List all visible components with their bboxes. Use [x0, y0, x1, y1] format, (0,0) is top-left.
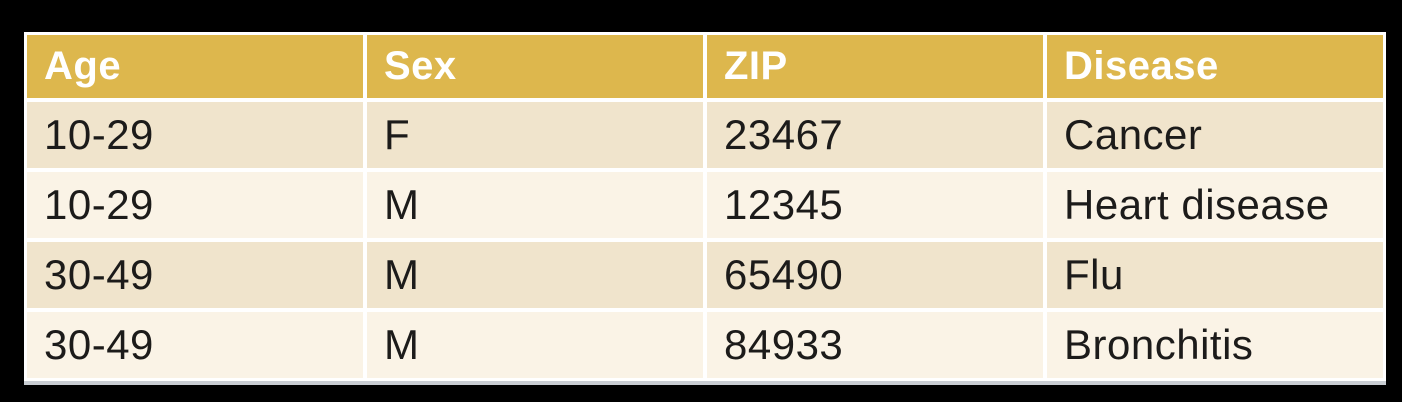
table-grid: Age Sex ZIP Disease 10-29 F 23467 Cancer… — [27, 35, 1383, 378]
data-table: Age Sex ZIP Disease 10-29 F 23467 Cancer… — [24, 32, 1386, 385]
table-cell-age: 10-29 — [27, 172, 363, 238]
table-cell-sex: F — [367, 102, 703, 168]
table-cell-zip: 23467 — [707, 102, 1043, 168]
table-cell-sex: M — [367, 172, 703, 238]
table-cell-age: 10-29 — [27, 102, 363, 168]
table-cell-sex: M — [367, 242, 703, 308]
column-header-sex: Sex — [367, 35, 703, 98]
column-header-age: Age — [27, 35, 363, 98]
table-cell-zip: 65490 — [707, 242, 1043, 308]
table-cell-zip: 84933 — [707, 312, 1043, 378]
table-cell-disease: Heart disease — [1047, 172, 1383, 238]
table-cell-age: 30-49 — [27, 242, 363, 308]
column-header-disease: Disease — [1047, 35, 1383, 98]
table-cell-disease: Flu — [1047, 242, 1383, 308]
table-cell-age: 30-49 — [27, 312, 363, 378]
table-cell-sex: M — [367, 312, 703, 378]
table-cell-disease: Cancer — [1047, 102, 1383, 168]
column-header-zip: ZIP — [707, 35, 1043, 98]
table-cell-zip: 12345 — [707, 172, 1043, 238]
table-cell-disease: Bronchitis — [1047, 312, 1383, 378]
